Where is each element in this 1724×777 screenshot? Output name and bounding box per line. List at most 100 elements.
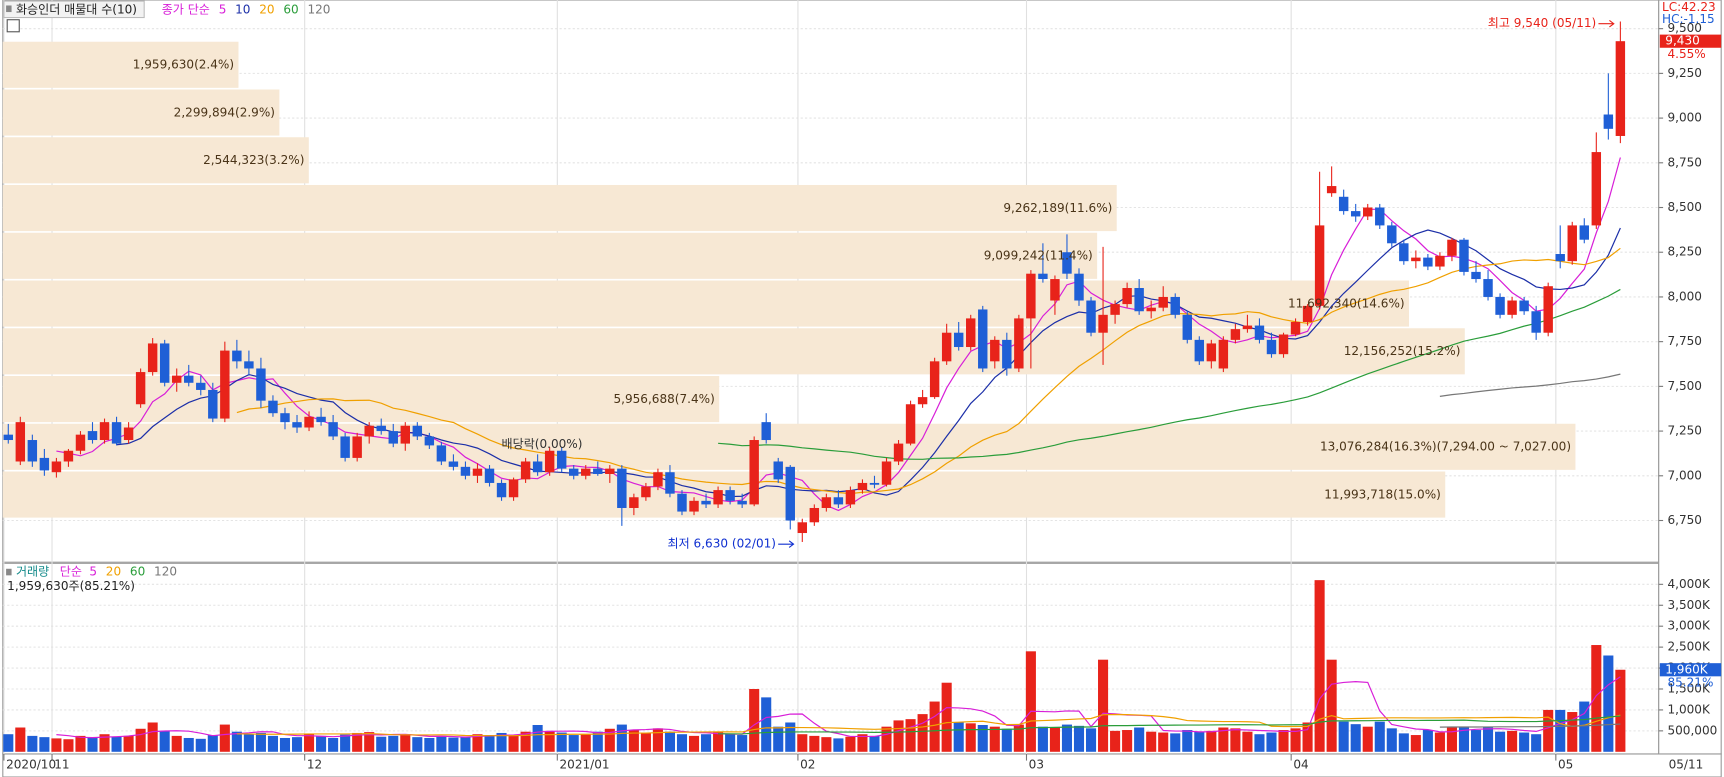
candle-body [388, 431, 398, 444]
volume-bar [376, 736, 387, 752]
volume-bar [1085, 728, 1097, 752]
high-arrow [1598, 19, 1615, 28]
candle-body [196, 382, 206, 390]
volume-bar [1495, 731, 1506, 752]
volume-bar [171, 735, 182, 752]
candle-body [1326, 186, 1337, 194]
volume-bar [340, 734, 351, 752]
candle-body [857, 482, 868, 491]
volume-bar [616, 724, 627, 752]
candle-body [1170, 296, 1180, 315]
volume-bar [123, 735, 134, 752]
ma-line [56, 676, 1621, 739]
candle-body [1122, 287, 1132, 305]
volume-bar [1326, 659, 1337, 752]
profile-band [2, 376, 720, 423]
y-tick-label: 9,500 [1667, 21, 1702, 35]
volume-bar [628, 730, 639, 752]
candle-body [689, 500, 699, 512]
volume-bar [484, 735, 495, 752]
candle-body [159, 343, 170, 383]
candle-body [39, 457, 50, 471]
calendar-icon [6, 19, 20, 33]
x-tick-label: 11 [54, 757, 69, 771]
candle-body [328, 422, 338, 437]
volume-bar [159, 730, 170, 752]
ma-legend: 60 [283, 2, 298, 16]
volume-bar [1422, 730, 1433, 752]
candle-body [220, 350, 230, 419]
y-tick-label: 7,500 [1667, 379, 1702, 393]
candle-body [1471, 271, 1481, 280]
candle-body [1531, 311, 1541, 333]
volume-bar [1567, 712, 1578, 752]
candle-body [304, 416, 314, 428]
volume-bar [1579, 701, 1590, 752]
candle-body [1146, 307, 1156, 312]
candle-body [1399, 243, 1409, 262]
candle-body [1230, 329, 1241, 340]
volume-bar [701, 734, 712, 752]
volume-bar [231, 731, 242, 752]
candle-body [1423, 257, 1433, 267]
x-tick-label: 12 [307, 757, 322, 771]
plots [3, 21, 1626, 752]
volume-bar [1158, 732, 1169, 752]
candle-body [1435, 255, 1445, 267]
volume-panel [2, 562, 1660, 755]
volume-bar [713, 732, 724, 752]
last-volume-ratio: 85.21% [1667, 675, 1713, 689]
candle-body [905, 404, 916, 444]
candle-body [941, 332, 952, 362]
candle-body [1507, 300, 1517, 315]
candle-body [364, 425, 374, 437]
volume-bar [1025, 651, 1036, 752]
candle-body [809, 507, 820, 523]
volume-bar [1314, 580, 1325, 752]
candle-body [1002, 339, 1012, 369]
volume-bar [1398, 733, 1409, 752]
volume-bar [785, 722, 796, 752]
candle-body [75, 434, 86, 451]
candle-body [1098, 314, 1108, 333]
candle-body [1387, 225, 1397, 244]
volume-bar [1194, 731, 1205, 752]
candle-body [893, 443, 904, 462]
candle-body [1495, 296, 1505, 315]
ma-legend: 120 [307, 2, 330, 16]
volume-bar [219, 724, 230, 752]
y-tick-label: 4,000K [1667, 577, 1710, 591]
volume-bar [1278, 730, 1289, 752]
candle-body [1483, 279, 1493, 297]
volume-bar [989, 726, 1000, 752]
candle-body [256, 368, 266, 401]
x-tick-label: 2020/10 [6, 757, 56, 771]
volume-bar [1013, 724, 1024, 752]
candle-body [1579, 225, 1589, 240]
y-tick-label: 7,000 [1667, 468, 1702, 482]
candle-body [1026, 273, 1036, 319]
volume-bar [1230, 728, 1241, 752]
candle-body [773, 461, 783, 480]
candle-body [1218, 339, 1229, 369]
candle-body [1567, 225, 1577, 262]
candle-body [1603, 114, 1614, 129]
candle-body [833, 497, 844, 505]
volume-bar [1122, 730, 1133, 752]
ma-legend: 120 [154, 565, 177, 579]
volume-bar [544, 730, 555, 752]
ma-title: 종가 단순 [162, 2, 210, 16]
volume-bar [1615, 669, 1626, 752]
x-tick-label: 05 [1558, 757, 1573, 771]
candle-body [1555, 254, 1565, 262]
y-tick-label: 9,250 [1667, 66, 1702, 80]
y-tick-label: 500,000 [1667, 723, 1717, 737]
candle-body [1194, 339, 1205, 362]
candle-body [412, 425, 423, 437]
candle-body [1615, 41, 1626, 136]
candle-body [3, 434, 13, 441]
candle-body [749, 440, 759, 505]
volume-bar [1603, 655, 1614, 752]
profile-band [2, 137, 309, 184]
